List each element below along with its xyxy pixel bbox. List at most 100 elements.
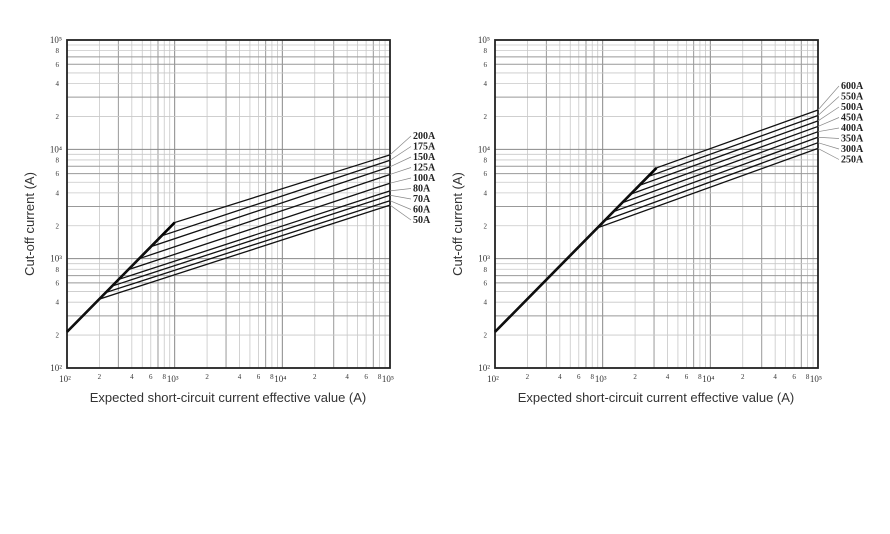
plot-frame [66, 39, 391, 369]
x-tick-label: 10⁵ [382, 374, 394, 384]
series-line-450A [494, 125, 819, 333]
leader-line [389, 204, 412, 221]
curve-label: 125A [413, 163, 436, 174]
x-minor-tick-label: 8 [806, 373, 810, 381]
x-minor-tick-label: 8 [590, 373, 594, 381]
leader-line [389, 188, 412, 192]
y-minor-tick-label: 4 [56, 80, 60, 88]
curve-label: 175A [413, 142, 436, 153]
y-minor-tick-label: 2 [484, 222, 488, 230]
x-minor-tick-label: 4 [666, 373, 670, 381]
curve-label: 70A [413, 194, 431, 205]
curve-label: 400A [841, 123, 864, 134]
series-line-300A [494, 142, 819, 333]
y-minor-tick-label: 2 [56, 332, 60, 340]
x-minor-tick-label: 8 [270, 373, 274, 381]
y-minor-tick-label: 6 [484, 279, 488, 287]
curve-label: 600A [841, 81, 864, 92]
y-minor-tick-label: 4 [484, 299, 488, 307]
y-minor-tick-label: 4 [56, 189, 60, 197]
curve-label: 500A [841, 102, 864, 113]
series-line-250A [494, 147, 819, 333]
y-tick-label: 10³ [478, 254, 490, 264]
y-minor-tick-label: 8 [484, 266, 488, 274]
x-minor-tick-label: 2 [633, 373, 637, 381]
leader-line [817, 148, 840, 160]
y-minor-tick-label: 4 [56, 299, 60, 307]
y-minor-tick-label: 6 [484, 61, 488, 69]
x-minor-tick-label: 8 [162, 373, 166, 381]
leader-line [817, 96, 840, 116]
x-minor-tick-label: 6 [792, 373, 796, 381]
x-tick-label: 10⁴ [274, 374, 286, 384]
x-minor-tick-label: 6 [257, 373, 261, 381]
x-minor-tick-label: 8 [378, 373, 382, 381]
leader-line [817, 85, 840, 111]
leader-line [817, 142, 840, 150]
leader-line [817, 127, 840, 133]
leader-line [389, 200, 412, 210]
curve-label: 150A [413, 152, 436, 163]
x-minor-tick-label: 2 [205, 373, 209, 381]
x-minor-tick-label: 6 [685, 373, 689, 381]
y-minor-tick-label: 8 [56, 156, 60, 164]
x-tick-label: 10² [59, 374, 71, 384]
x-tick-label: 10² [487, 374, 499, 384]
x-minor-tick-label: 4 [345, 373, 349, 381]
series-line-550A [494, 114, 819, 333]
y-minor-tick-label: 8 [56, 47, 60, 55]
y-minor-tick-label: 8 [484, 156, 488, 164]
series-line-175A [66, 159, 391, 333]
series-line-80A [66, 190, 391, 333]
y-minor-tick-label: 6 [56, 170, 60, 178]
y-minor-tick-label: 8 [56, 266, 60, 274]
x-minor-tick-label: 4 [773, 373, 777, 381]
y-minor-tick-label: 6 [56, 279, 60, 287]
y-minor-tick-label: 4 [484, 189, 488, 197]
curve-label: 300A [841, 144, 864, 155]
leader-line [389, 167, 412, 175]
x-minor-tick-label: 2 [526, 373, 530, 381]
y-tick-label: 10⁵ [50, 35, 62, 45]
x-tick-label: 10⁴ [702, 374, 714, 384]
curve-label: 60A [413, 205, 431, 216]
y-minor-tick-label: 2 [56, 113, 60, 121]
y-minor-tick-label: 8 [484, 47, 488, 55]
x-minor-tick-label: 6 [364, 373, 368, 381]
y-minor-tick-label: 6 [56, 61, 60, 69]
x-minor-tick-label: 6 [577, 373, 581, 381]
y-minor-tick-label: 6 [484, 170, 488, 178]
leader-line [389, 146, 412, 161]
y-axis-title: Cut-off current (A) [22, 172, 37, 276]
leader-line [389, 194, 412, 200]
y-tick-label: 10² [478, 363, 490, 373]
leader-line [817, 136, 840, 139]
leader-line [817, 117, 840, 127]
y-axis-title: Cut-off current (A) [450, 172, 465, 276]
curve-label: 250A [841, 155, 864, 166]
leader-line [389, 177, 412, 184]
curve-label: 450A [841, 113, 864, 124]
x-axis-title: Expected short-circuit current effective… [90, 390, 367, 405]
curve-label: 100A [413, 173, 436, 184]
y-tick-label: 10⁵ [478, 35, 490, 45]
y-tick-label: 10³ [50, 254, 62, 264]
series-line-150A [66, 166, 391, 333]
curve-label: 200A [413, 131, 436, 142]
x-tick-label: 10³ [167, 374, 179, 384]
y-minor-tick-label: 2 [484, 113, 488, 121]
y-tick-label: 10⁴ [50, 144, 62, 154]
curve-label: 80A [413, 184, 431, 195]
x-axis-title: Expected short-circuit current effective… [518, 390, 795, 405]
leader-line [817, 106, 840, 122]
x-tick-label: 10³ [595, 374, 607, 384]
x-minor-tick-label: 4 [238, 373, 242, 381]
x-minor-tick-label: 4 [130, 373, 134, 381]
y-minor-tick-label: 2 [56, 222, 60, 230]
y-tick-label: 10² [50, 363, 62, 373]
leader-line [389, 156, 412, 168]
plot-frame [494, 39, 819, 369]
x-minor-tick-label: 6 [149, 373, 153, 381]
